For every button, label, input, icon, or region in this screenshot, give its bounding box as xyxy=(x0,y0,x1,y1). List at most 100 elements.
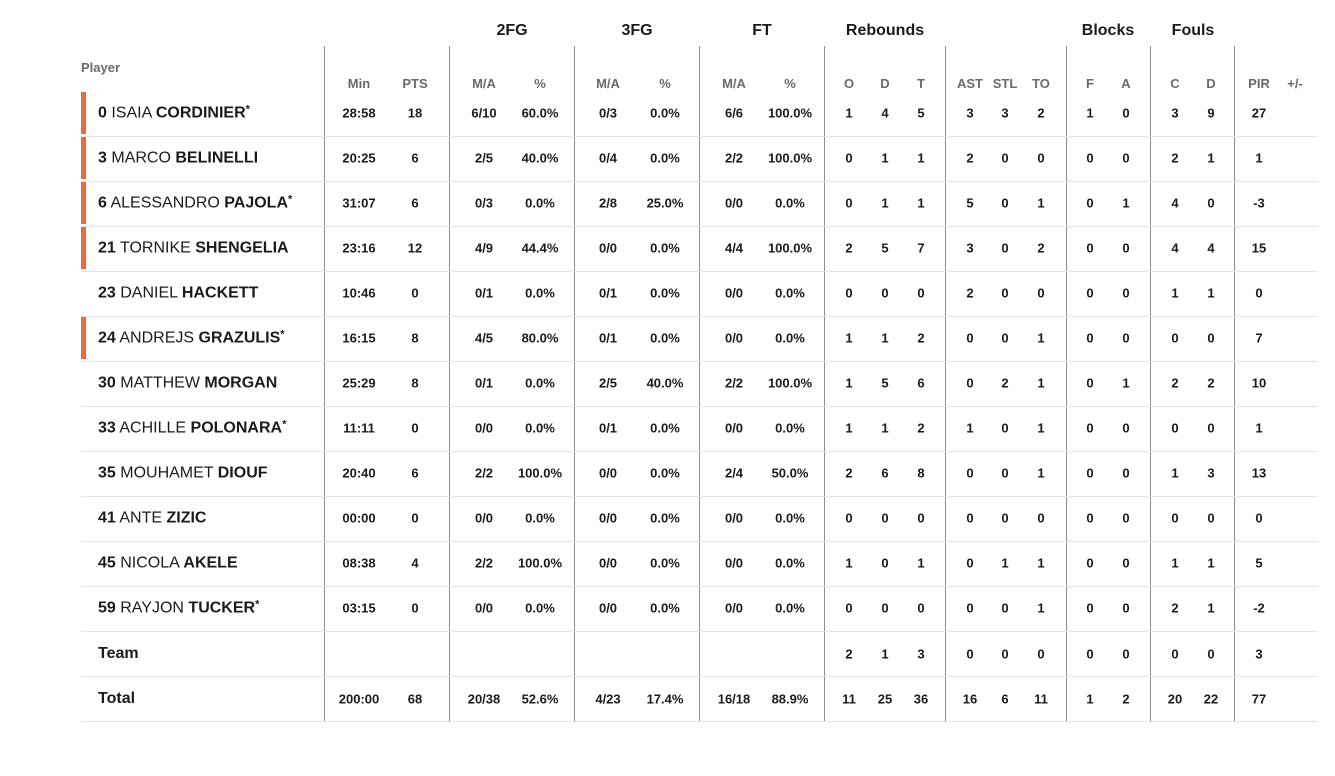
cell-blk-a: 0 xyxy=(1122,285,1130,301)
starter-indicator xyxy=(81,137,86,179)
column-header-ft-pct[interactable]: % xyxy=(784,76,796,91)
cell-to: 11 xyxy=(1034,691,1048,707)
player-name-link[interactable]: 21 TORNIKE SHENGELIA xyxy=(98,239,289,258)
player-column-header[interactable]: Player xyxy=(81,60,121,75)
player-last-name: PAJOLA xyxy=(224,194,289,212)
cell-ast: 16 xyxy=(962,691,978,707)
cell-stl: 0 xyxy=(1001,465,1009,481)
cell-blk-a: 2 xyxy=(1122,691,1130,707)
cell-to: 0 xyxy=(1037,646,1045,662)
column-header-fg3-ma[interactable]: M/A xyxy=(596,76,620,91)
cell-pir: 3 xyxy=(1255,646,1263,662)
cell-pts: 0 xyxy=(411,420,419,436)
player-name-link[interactable]: 30 MATTHEW MORGAN xyxy=(98,374,277,393)
cell-fg3-ma: 0/1 xyxy=(598,330,618,346)
player-first-name: MOUHAMET xyxy=(120,464,214,482)
player-name-link[interactable]: 0 ISAIA CORDINIER* xyxy=(98,104,250,123)
row-divider xyxy=(81,406,1318,407)
player-name-link[interactable]: 3 MARCO BELINELLI xyxy=(98,149,258,168)
cell-fg3-ma: 0/0 xyxy=(598,555,618,571)
group-header-blk: Blocks xyxy=(1081,22,1135,39)
player-last-name: BELINELLI xyxy=(175,149,259,167)
column-header-blk-a[interactable]: A xyxy=(1121,76,1131,91)
cell-fg2-ma: 0/0 xyxy=(474,510,494,526)
column-header-stl[interactable]: STL xyxy=(992,76,1018,91)
cell-d: 1 xyxy=(881,195,889,211)
cell-fg2-ma: 2/2 xyxy=(474,555,494,571)
cell-stl: 0 xyxy=(1001,240,1009,256)
cell-ft-pct: 100.0% xyxy=(767,240,813,256)
cell-fg2-ma: 4/5 xyxy=(474,330,494,346)
cell-ast: 5 xyxy=(966,195,974,211)
cell-min: 200:00 xyxy=(338,691,380,707)
cell-ast: 2 xyxy=(966,285,974,301)
cell-fouls-d: 9 xyxy=(1207,105,1215,121)
cell-blk-a: 0 xyxy=(1122,240,1130,256)
cell-fg2-ma: 6/10 xyxy=(471,105,497,121)
column-header-ft-ma[interactable]: M/A xyxy=(722,76,746,91)
column-divider xyxy=(449,46,450,721)
cell-to: 1 xyxy=(1037,375,1045,391)
column-header-pir[interactable]: PIR xyxy=(1248,76,1270,91)
column-header-min[interactable]: Min xyxy=(347,76,371,91)
column-header-blk-f[interactable]: F xyxy=(1086,76,1094,91)
player-number: 21 xyxy=(98,239,116,257)
column-header-fouls-c[interactable]: C xyxy=(1170,76,1180,91)
cell-ft-ma: 0/0 xyxy=(724,420,744,436)
player-last-name: CORDINIER xyxy=(155,104,246,122)
player-star-marker: * xyxy=(282,418,287,431)
column-header-t[interactable]: T xyxy=(917,76,925,91)
player-name-link[interactable]: 24 ANDREJS GRAZULIS* xyxy=(98,329,285,348)
cell-fg2-ma: 0/0 xyxy=(474,600,494,616)
cell-d: 0 xyxy=(881,600,889,616)
cell-pir: 27 xyxy=(1251,105,1267,121)
cell-o: 2 xyxy=(845,465,853,481)
cell-pts: 12 xyxy=(407,240,423,256)
cell-fouls-d: 1 xyxy=(1207,150,1215,166)
column-header-d[interactable]: D xyxy=(880,76,890,91)
cell-blk-a: 0 xyxy=(1122,510,1130,526)
player-name-link[interactable]: 45 NICOLA AKELE xyxy=(98,554,238,573)
cell-ft-ma: 0/0 xyxy=(724,285,744,301)
player-first-name: ALESSANDRO xyxy=(110,194,220,212)
player-name-link[interactable]: 41 ANTE ZIZIC xyxy=(98,509,206,528)
column-header-fouls-d[interactable]: D xyxy=(1206,76,1216,91)
column-header-fg2-pct[interactable]: % xyxy=(534,76,546,91)
cell-o: 0 xyxy=(845,285,853,301)
cell-to: 1 xyxy=(1037,465,1045,481)
column-header-fg2-ma[interactable]: M/A xyxy=(472,76,496,91)
cell-blk-a: 0 xyxy=(1122,465,1130,481)
column-header-fg3-pct[interactable]: % xyxy=(659,76,671,91)
cell-fouls-d: 0 xyxy=(1207,646,1215,662)
column-header-ast[interactable]: AST xyxy=(957,76,983,91)
cell-stl: 0 xyxy=(1001,600,1009,616)
cell-fouls-d: 0 xyxy=(1207,510,1215,526)
starter-indicator xyxy=(81,317,86,359)
player-name-link[interactable]: 59 RAYJON TUCKER* xyxy=(98,599,259,618)
column-header-pts[interactable]: PTS xyxy=(402,76,428,91)
cell-blk-a: 0 xyxy=(1122,105,1130,121)
cell-ft-pct: 50.0% xyxy=(771,465,809,481)
player-number: 24 xyxy=(98,329,116,347)
player-name-link[interactable]: 35 MOUHAMET DIOUF xyxy=(98,464,268,483)
cell-t: 1 xyxy=(917,555,925,571)
player-name-link[interactable]: 6 ALESSANDRO PAJOLA* xyxy=(98,194,292,213)
column-header-pm[interactable]: +/- xyxy=(1287,76,1303,91)
column-header-to[interactable]: TO xyxy=(1032,76,1050,91)
cell-ft-ma: 16/18 xyxy=(717,691,751,707)
cell-ft-pct: 0.0% xyxy=(775,510,805,526)
player-number: 41 xyxy=(98,509,116,527)
player-name-link[interactable]: 23 DANIEL HACKETT xyxy=(98,284,258,303)
cell-t: 3 xyxy=(917,646,925,662)
column-divider xyxy=(699,46,700,721)
player-name-link[interactable]: 33 ACHILLE POLONARA* xyxy=(98,419,286,438)
cell-fouls-c: 2 xyxy=(1171,150,1179,166)
column-header-o[interactable]: O xyxy=(843,76,855,91)
cell-ast: 0 xyxy=(966,600,974,616)
cell-fg2-ma: 0/0 xyxy=(474,420,494,436)
row-divider xyxy=(81,361,1318,362)
cell-to: 2 xyxy=(1037,105,1045,121)
cell-fg3-ma: 2/8 xyxy=(598,195,618,211)
cell-ft-pct: 100.0% xyxy=(767,150,813,166)
